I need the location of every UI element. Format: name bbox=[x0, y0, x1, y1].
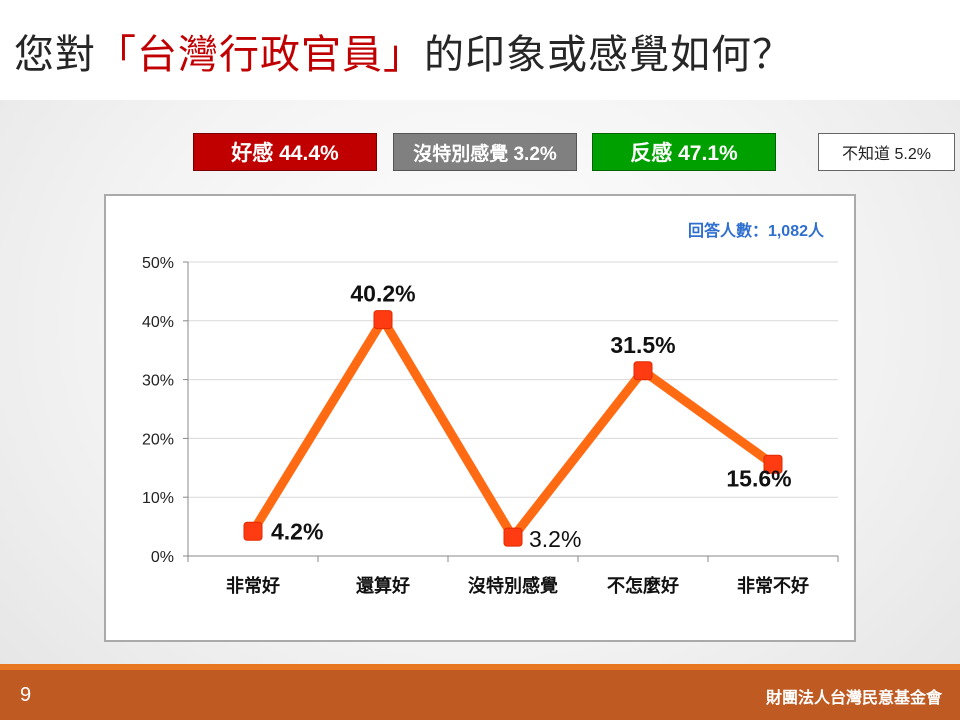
x-tick-label: 還算好 bbox=[356, 575, 410, 596]
x-tick-label: 不怎麼好 bbox=[607, 575, 679, 596]
page-number: 9 bbox=[20, 684, 32, 706]
y-tick-label: 10% bbox=[142, 490, 174, 507]
data-point-marker bbox=[243, 521, 263, 541]
chart-frame: 0% 10% 20% 30% 40% 50% 非常好 還算好 沒特別感覺 不怎麼好 非常不好 4.2%… bbox=[104, 194, 856, 642]
data-label: 31.5% bbox=[610, 332, 675, 358]
footer: 9 財團法人台灣民意基金會 bbox=[0, 670, 960, 720]
respondents-count: 回答人數：1,082人 bbox=[688, 221, 825, 240]
y-tick-label: 40% bbox=[142, 314, 174, 331]
title-prefix: 您對 bbox=[14, 32, 96, 78]
y-tick-label: 20% bbox=[142, 431, 174, 448]
data-point-marker bbox=[373, 310, 393, 330]
title-band bbox=[0, 0, 960, 100]
x-tick-label: 沒特別感覺 bbox=[468, 575, 558, 596]
favorable-summary-box: 好感 44.4% bbox=[193, 133, 377, 171]
y-tick-label: 30% bbox=[142, 373, 174, 390]
data-point-marker bbox=[763, 454, 783, 474]
data-label: 3.2% bbox=[529, 526, 581, 552]
data-label: 15.6% bbox=[726, 465, 791, 491]
dont-know-summary-box: 不知道 5.2% bbox=[818, 133, 955, 171]
y-tick-label: 50% bbox=[142, 255, 174, 272]
series-line bbox=[249, 310, 776, 546]
data-point-marker bbox=[633, 361, 653, 381]
data-label: 4.2% bbox=[271, 518, 323, 544]
title-highlight: 「台灣行政官員」 bbox=[96, 32, 424, 78]
x-tick-label: 非常不好 bbox=[737, 575, 809, 596]
unfavorable-summary-box: 反感 47.1% bbox=[592, 133, 776, 171]
organization-name: 財團法人台灣民意基金會 bbox=[765, 690, 942, 707]
page-title: 您對「台灣行政官員」的印象或感覺如何？ bbox=[14, 22, 793, 80]
title-suffix: 的印象或感覺如何？ bbox=[424, 32, 793, 78]
neutral-summary-box: 沒特別感覺 3.2% bbox=[393, 133, 577, 171]
y-tick-label: 0% bbox=[151, 549, 174, 566]
footer-accent-line bbox=[0, 664, 960, 670]
x-tick-label: 非常好 bbox=[226, 575, 280, 596]
line-chart: 0% 10% 20% 30% 40% 50% 非常好 還算好 沒特別感覺 不怎麼好 非常不好 4.2%… bbox=[142, 221, 839, 596]
data-point-marker bbox=[503, 527, 523, 547]
data-label: 40.2% bbox=[350, 281, 415, 307]
